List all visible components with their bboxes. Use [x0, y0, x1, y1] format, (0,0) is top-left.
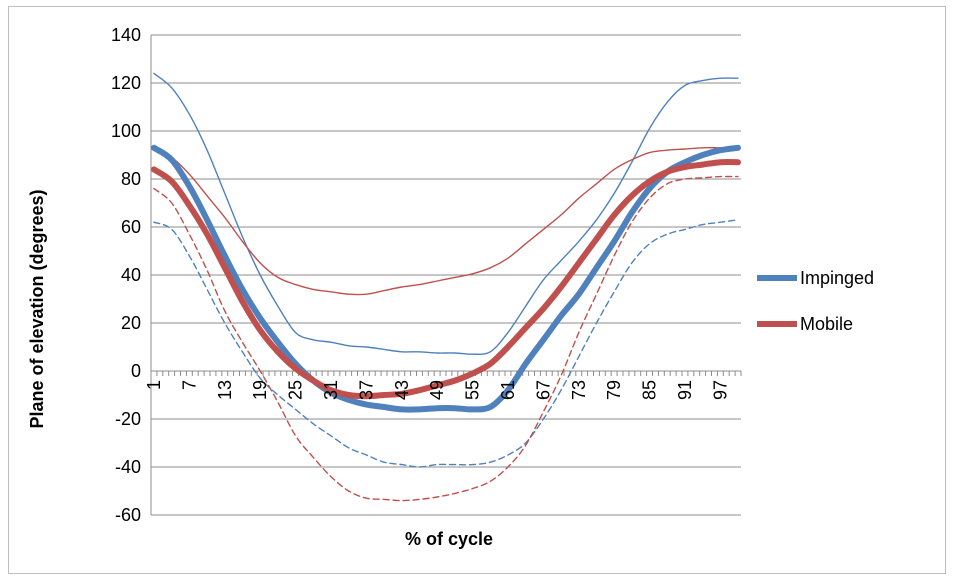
y-tick-label: 0	[131, 361, 141, 381]
legend-label: Impinged	[800, 268, 874, 288]
y-tick-label: -40	[115, 457, 141, 477]
y-tick-label: 140	[111, 25, 141, 45]
y-tick-label: 60	[121, 217, 141, 237]
legend-label: Mobile	[800, 314, 853, 334]
x-tick-label: 61	[498, 380, 518, 400]
x-tick-label: 73	[569, 380, 589, 400]
x-tick-label: 7	[179, 380, 199, 390]
y-tick-label: -60	[115, 505, 141, 525]
y-tick-label: 120	[111, 73, 141, 93]
x-tick-label: 91	[675, 380, 695, 400]
x-tick-label: 49	[427, 380, 447, 400]
x-tick-label: 13	[215, 380, 235, 400]
x-tick-label: 79	[604, 380, 624, 400]
x-tick-label: 85	[640, 380, 660, 400]
x-tick-label: 37	[356, 380, 376, 400]
gridlines	[151, 34, 741, 516]
x-tick-labels: 1 7 13 19 25 31 37 43 49 55 61 67 73 79 85 91 97	[144, 380, 730, 400]
x-axis-title: % of cycle	[405, 529, 493, 549]
x-tick-label: 31	[321, 380, 341, 400]
y-axis-title: Plane of elevation (degrees)	[27, 189, 47, 428]
y-tick-label: 80	[121, 169, 141, 189]
y-tick-label: 40	[121, 265, 141, 285]
line-chart: 140 120 100 80 60 40 20 0 -20 -40 -60 1 7 13 19 25 31 37…	[27, 25, 874, 549]
series-upper-bound-line	[153, 147, 739, 296]
y-tick-label: -20	[115, 409, 141, 429]
series-line-impinged	[150, 144, 741, 413]
y-tick-labels: 140 120 100 80 60 40 20 0 -20 -40 -60	[111, 25, 141, 525]
x-tick-label: 1	[144, 380, 164, 390]
series-upper-bound-line	[153, 72, 739, 356]
y-tick-label: 100	[111, 121, 141, 141]
y-tick-label: 20	[121, 313, 141, 333]
x-tick-label: 97	[710, 380, 730, 400]
chart-frame: 140 120 100 80 60 40 20 0 -20 -40 -60 1 7 13 19 25 31 37…	[8, 6, 946, 574]
x-tick-label: 25	[286, 380, 306, 400]
series-line-mobile	[150, 159, 741, 400]
series-lower-bound-line	[153, 175, 739, 502]
series-lines	[150, 72, 741, 502]
x-tick-label: 43	[392, 380, 412, 400]
series-lower-bound-line	[153, 219, 739, 468]
x-tick-label: 19	[250, 380, 270, 400]
x-tick-label: 67	[533, 380, 553, 400]
x-tick-label: 55	[463, 380, 483, 400]
legend: Impinged Mobile	[757, 268, 874, 334]
